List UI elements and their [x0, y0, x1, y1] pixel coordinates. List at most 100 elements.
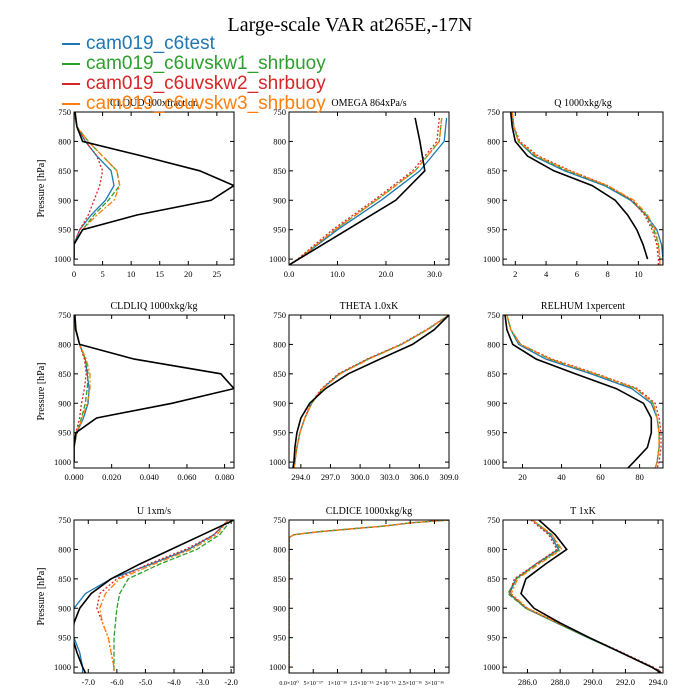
figure-title: Large-scale VAR at265E,-17N	[227, 14, 473, 36]
x-tick-label: -5.0	[139, 677, 152, 687]
plot-frame	[288, 519, 450, 674]
y-tick-label: 850	[58, 369, 71, 379]
y-tick-label: 850	[58, 574, 71, 584]
x-tick-label: 290.0	[583, 677, 602, 687]
panel-title: RELHUM 1xpercent	[541, 301, 625, 312]
y-tick-label: 900	[487, 195, 500, 205]
y-tick-label: 850	[273, 166, 286, 176]
legend-line-swatch	[62, 83, 80, 85]
legend-label: cam019_c6uvskw2_shrbuoy	[86, 73, 326, 94]
y-tick-label: 950	[58, 428, 71, 438]
y-tick-label: 950	[58, 633, 71, 643]
panel-title: Q 1000xkg/kg	[554, 98, 612, 109]
series-line-obs	[289, 117, 426, 265]
series-line-cam019_c6test	[74, 520, 229, 673]
y-tick-label: 1000	[483, 254, 500, 264]
series-group	[74, 315, 234, 463]
y-tick-label: 1000	[54, 254, 71, 264]
y-tick-label: 950	[487, 633, 500, 643]
x-tick-label: 5×10⁻¹⁷	[304, 681, 323, 687]
plot-frame	[288, 314, 450, 469]
series-line-cam019_c6uvskw1_shrbuoy	[113, 520, 232, 673]
x-tick-label: 0.040	[140, 472, 159, 482]
x-tick-label: 2.5×10⁻¹⁶	[398, 681, 422, 687]
x-tick-label: 309.0	[439, 472, 458, 482]
series-line-cam019_c6uvskw2_shrbuoy	[96, 520, 229, 673]
y-tick-label: 800	[273, 339, 286, 349]
legend: cam019_c6test cam019_c6uvskw1_shrbuoy ca…	[62, 34, 326, 114]
y-tick-label: 750	[58, 310, 71, 320]
legend-item: cam019_c6uvskw2_shrbuoy	[62, 74, 326, 94]
series-line-cam019_c6uvskw2_shrbuoy	[508, 520, 663, 673]
legend-item: cam019_c6test	[62, 34, 326, 54]
x-tick-label: 40	[557, 472, 566, 482]
legend-label: cam019_c6uvskw1_shrbuoy	[86, 53, 326, 74]
series-line-cam019_c6uvskw3_shrbuoy	[74, 112, 121, 260]
series-line-cam019_c6test	[293, 315, 449, 468]
series-group	[504, 315, 662, 468]
series-line-cam019_c6uvskw3_shrbuoy	[289, 520, 449, 673]
y-tick-label: 750	[273, 310, 286, 320]
x-tick-label: 15	[155, 269, 164, 279]
series-line-cam019_c6uvskw1_shrbuoy	[511, 112, 661, 265]
x-tick-label: 0.020	[102, 472, 121, 482]
series-line-cam019_c6uvskw3_shrbuoy	[99, 520, 229, 673]
y-tick-label: 900	[487, 603, 500, 613]
series-group	[507, 520, 663, 673]
x-tick-label: 300.0	[351, 472, 370, 482]
y-tick-label: 950	[273, 225, 286, 235]
series-line-cam019_c6test	[506, 315, 660, 468]
x-tick-label: 4	[544, 269, 549, 279]
series-group	[292, 315, 449, 468]
y-tick-label: 900	[273, 603, 286, 613]
x-tick-label: 0.080	[215, 472, 234, 482]
x-tick-label: 288.0	[551, 677, 570, 687]
y-tick-label: 900	[58, 398, 71, 408]
series-line-cam019_c6uvskw3_shrbuoy	[293, 315, 449, 468]
y-tick-label: 900	[58, 195, 71, 205]
series-line-cam019_c6uvskw3_shrbuoy	[74, 315, 91, 463]
y-tick-label: 750	[58, 107, 71, 117]
x-tick-label: -3.0	[196, 677, 209, 687]
panel-title: U 1xm/s	[137, 506, 171, 517]
legend-label: cam019_c6test	[86, 33, 215, 54]
series-line-cam019_c6uvskw2_shrbuoy	[506, 315, 662, 468]
series-line-obs	[74, 315, 234, 463]
legend-item: cam019_c6uvskw3_shrbuoy	[62, 94, 326, 114]
x-tick-label: -7.0	[82, 677, 95, 687]
y-tick-label: 800	[58, 136, 71, 146]
series-line-cam019_c6uvskw1_shrbuoy	[289, 520, 449, 673]
plot-frame	[73, 111, 235, 266]
x-tick-label: 1.5×10⁻¹⁶	[350, 681, 374, 687]
legend-line-swatch	[62, 63, 80, 65]
plot-frame	[73, 314, 235, 469]
series-line-cam019_c6uvskw2_shrbuoy	[511, 112, 660, 265]
series-group	[289, 117, 448, 265]
y-tick-label: 850	[487, 574, 500, 584]
y-tick-label: 850	[273, 574, 286, 584]
y-tick-label: 900	[273, 398, 286, 408]
panel-8: 750 800 850 900 950 1000 0.0×10⁰ 5×10⁻¹⁷ 1×10⁻¹⁶…	[269, 506, 450, 687]
series-group	[509, 112, 663, 265]
panel-7: 750 800 850 900 950 1000 -7.0 -6.0 -5.0 -4.0 -3.0 -…	[36, 506, 238, 687]
series-line-cam019_c6uvskw2_shrbuoy	[289, 117, 440, 265]
panel-title: OMEGA 864xPa/s	[331, 98, 406, 109]
series-line-cam019_c6uvskw2_shrbuoy	[74, 112, 104, 260]
panel-title: CLDICE 1000xkg/kg	[326, 506, 412, 517]
x-tick-label: 80	[635, 472, 644, 482]
x-tick-label: -2.0	[224, 677, 237, 687]
series-line-cam019_c6uvskw1_shrbuoy	[293, 315, 449, 468]
y-axis-label: Pressure [hPa]	[36, 567, 47, 625]
x-tick-label: 30.0	[427, 269, 442, 279]
legend-line-swatch	[62, 43, 80, 45]
y-tick-label: 750	[273, 107, 286, 117]
series-line-cam019_c6test	[74, 315, 90, 463]
y-tick-label: 750	[273, 515, 286, 525]
series-line-cam019_c6test	[289, 117, 448, 265]
x-tick-label: -4.0	[167, 677, 180, 687]
x-tick-label: 20	[184, 269, 193, 279]
y-tick-label: 850	[487, 369, 500, 379]
y-tick-label: 750	[58, 515, 71, 525]
legend-label: cam019_c6uvskw3_shrbuoy	[86, 93, 326, 114]
